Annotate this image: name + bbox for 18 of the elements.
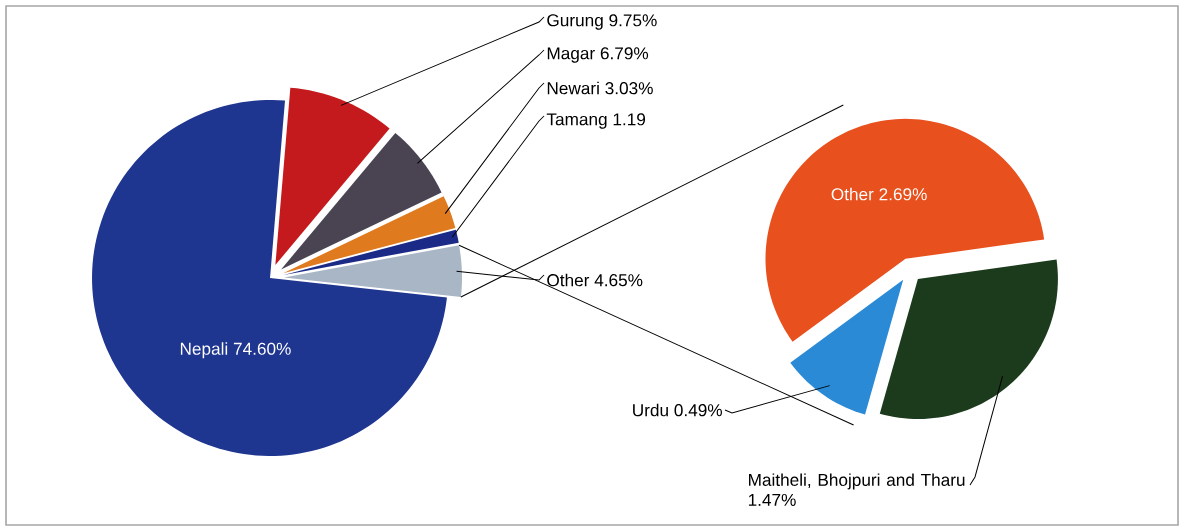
slice-label: Urdu	[633, 403, 668, 417]
data-label: 0.49%	[674, 404, 722, 417]
data-label: 9.75%	[609, 14, 657, 27]
data-label: 4.65%	[594, 274, 643, 287]
data-label: 74.60%	[233, 342, 291, 355]
data-label: 6.79%	[600, 47, 649, 60]
data-label: 2.69%	[879, 188, 927, 201]
slice-label: Gurung	[547, 14, 603, 30]
data-label: 3.03%	[605, 82, 653, 95]
slice-label: Tamang	[546, 113, 607, 129]
slice-label: Other	[831, 187, 874, 201]
slice-label: Nepali	[180, 342, 228, 359]
data-label: 1.19	[613, 113, 646, 126]
slice-label: Magar	[547, 47, 595, 63]
data-label: 1.47%	[748, 493, 796, 506]
slice-label: Other	[547, 273, 590, 287]
slice-label: Newari	[547, 81, 599, 95]
slice-label: Maitheli, Bhojpuri and Tharu	[749, 473, 965, 490]
